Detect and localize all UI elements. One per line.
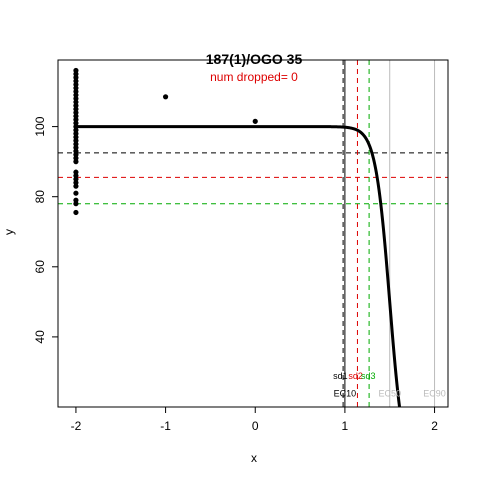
- x-tick-label-3: 1: [342, 419, 349, 433]
- chart-subtitle: num dropped= 0: [210, 70, 298, 84]
- y-tick-label-0: 40: [33, 330, 47, 344]
- annotation-3: EC10: [334, 388, 357, 398]
- annotation-0: sd1: [333, 371, 348, 381]
- y-axis-label: y: [2, 229, 16, 235]
- annotation-1: sd2: [348, 371, 363, 381]
- fitted-curve: [75, 125, 402, 407]
- data-point-34: [73, 201, 79, 207]
- x-tick-label-0: -2: [71, 419, 82, 433]
- x-tick-label-2: 0: [252, 419, 259, 433]
- annotation-5: EC90: [423, 388, 446, 398]
- plot-frame: [57, 59, 449, 408]
- data-point-35: [73, 209, 79, 216]
- data-point-37: [252, 118, 258, 124]
- data-point-36: [162, 94, 169, 100]
- annotation-2: sd3: [361, 371, 376, 381]
- x-tick-label-4: 2: [431, 419, 438, 433]
- annotation-4: EC50: [378, 388, 401, 398]
- data-point-26: [73, 159, 79, 165]
- data-point-31: [73, 183, 79, 189]
- chart-title: 187(1)/OGO 35: [206, 51, 303, 67]
- y-tick-label-2: 80: [33, 190, 47, 204]
- x-axis-label: x: [251, 451, 257, 465]
- y-tick-label-3: 100: [33, 116, 47, 136]
- x-tick-label-1: -1: [160, 419, 171, 433]
- data-point-32: [73, 190, 79, 196]
- y-tick-label-1: 60: [33, 260, 47, 274]
